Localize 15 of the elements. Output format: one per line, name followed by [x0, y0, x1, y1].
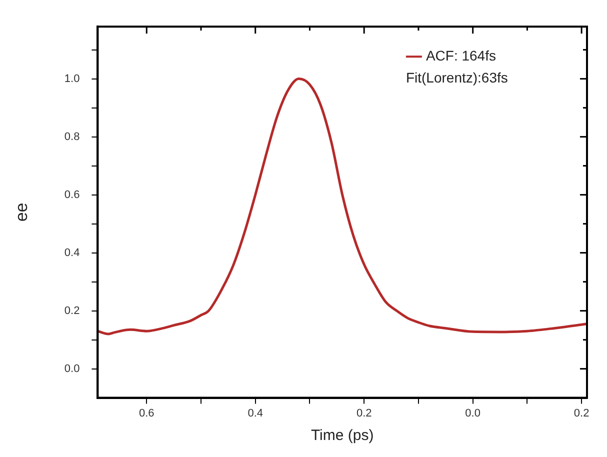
x-tick-label: 0.4 [248, 407, 264, 420]
x-tick-label: 0.0 [465, 407, 480, 420]
x-tick-label: 0.2 [356, 407, 372, 420]
x-tick-label: 0.2 [574, 407, 590, 420]
y-tick-label: 0.0 [64, 362, 80, 375]
y-tick-label: 0.4 [64, 246, 80, 259]
x-tick-label: 0.6 [138, 407, 154, 420]
y-tick-label: 0.8 [64, 130, 80, 143]
y-tick-label: 0.6 [64, 188, 80, 201]
y-axis-title: ee [12, 202, 31, 222]
x-axis-title: Time (ps) [310, 427, 374, 444]
y-tick-label: 1.0 [64, 72, 80, 85]
annotation: Fit(Lorentz):63fs [406, 69, 508, 86]
legend-label: ACF: 164fs [426, 47, 496, 64]
y-tick-label: 0.2 [64, 304, 80, 317]
